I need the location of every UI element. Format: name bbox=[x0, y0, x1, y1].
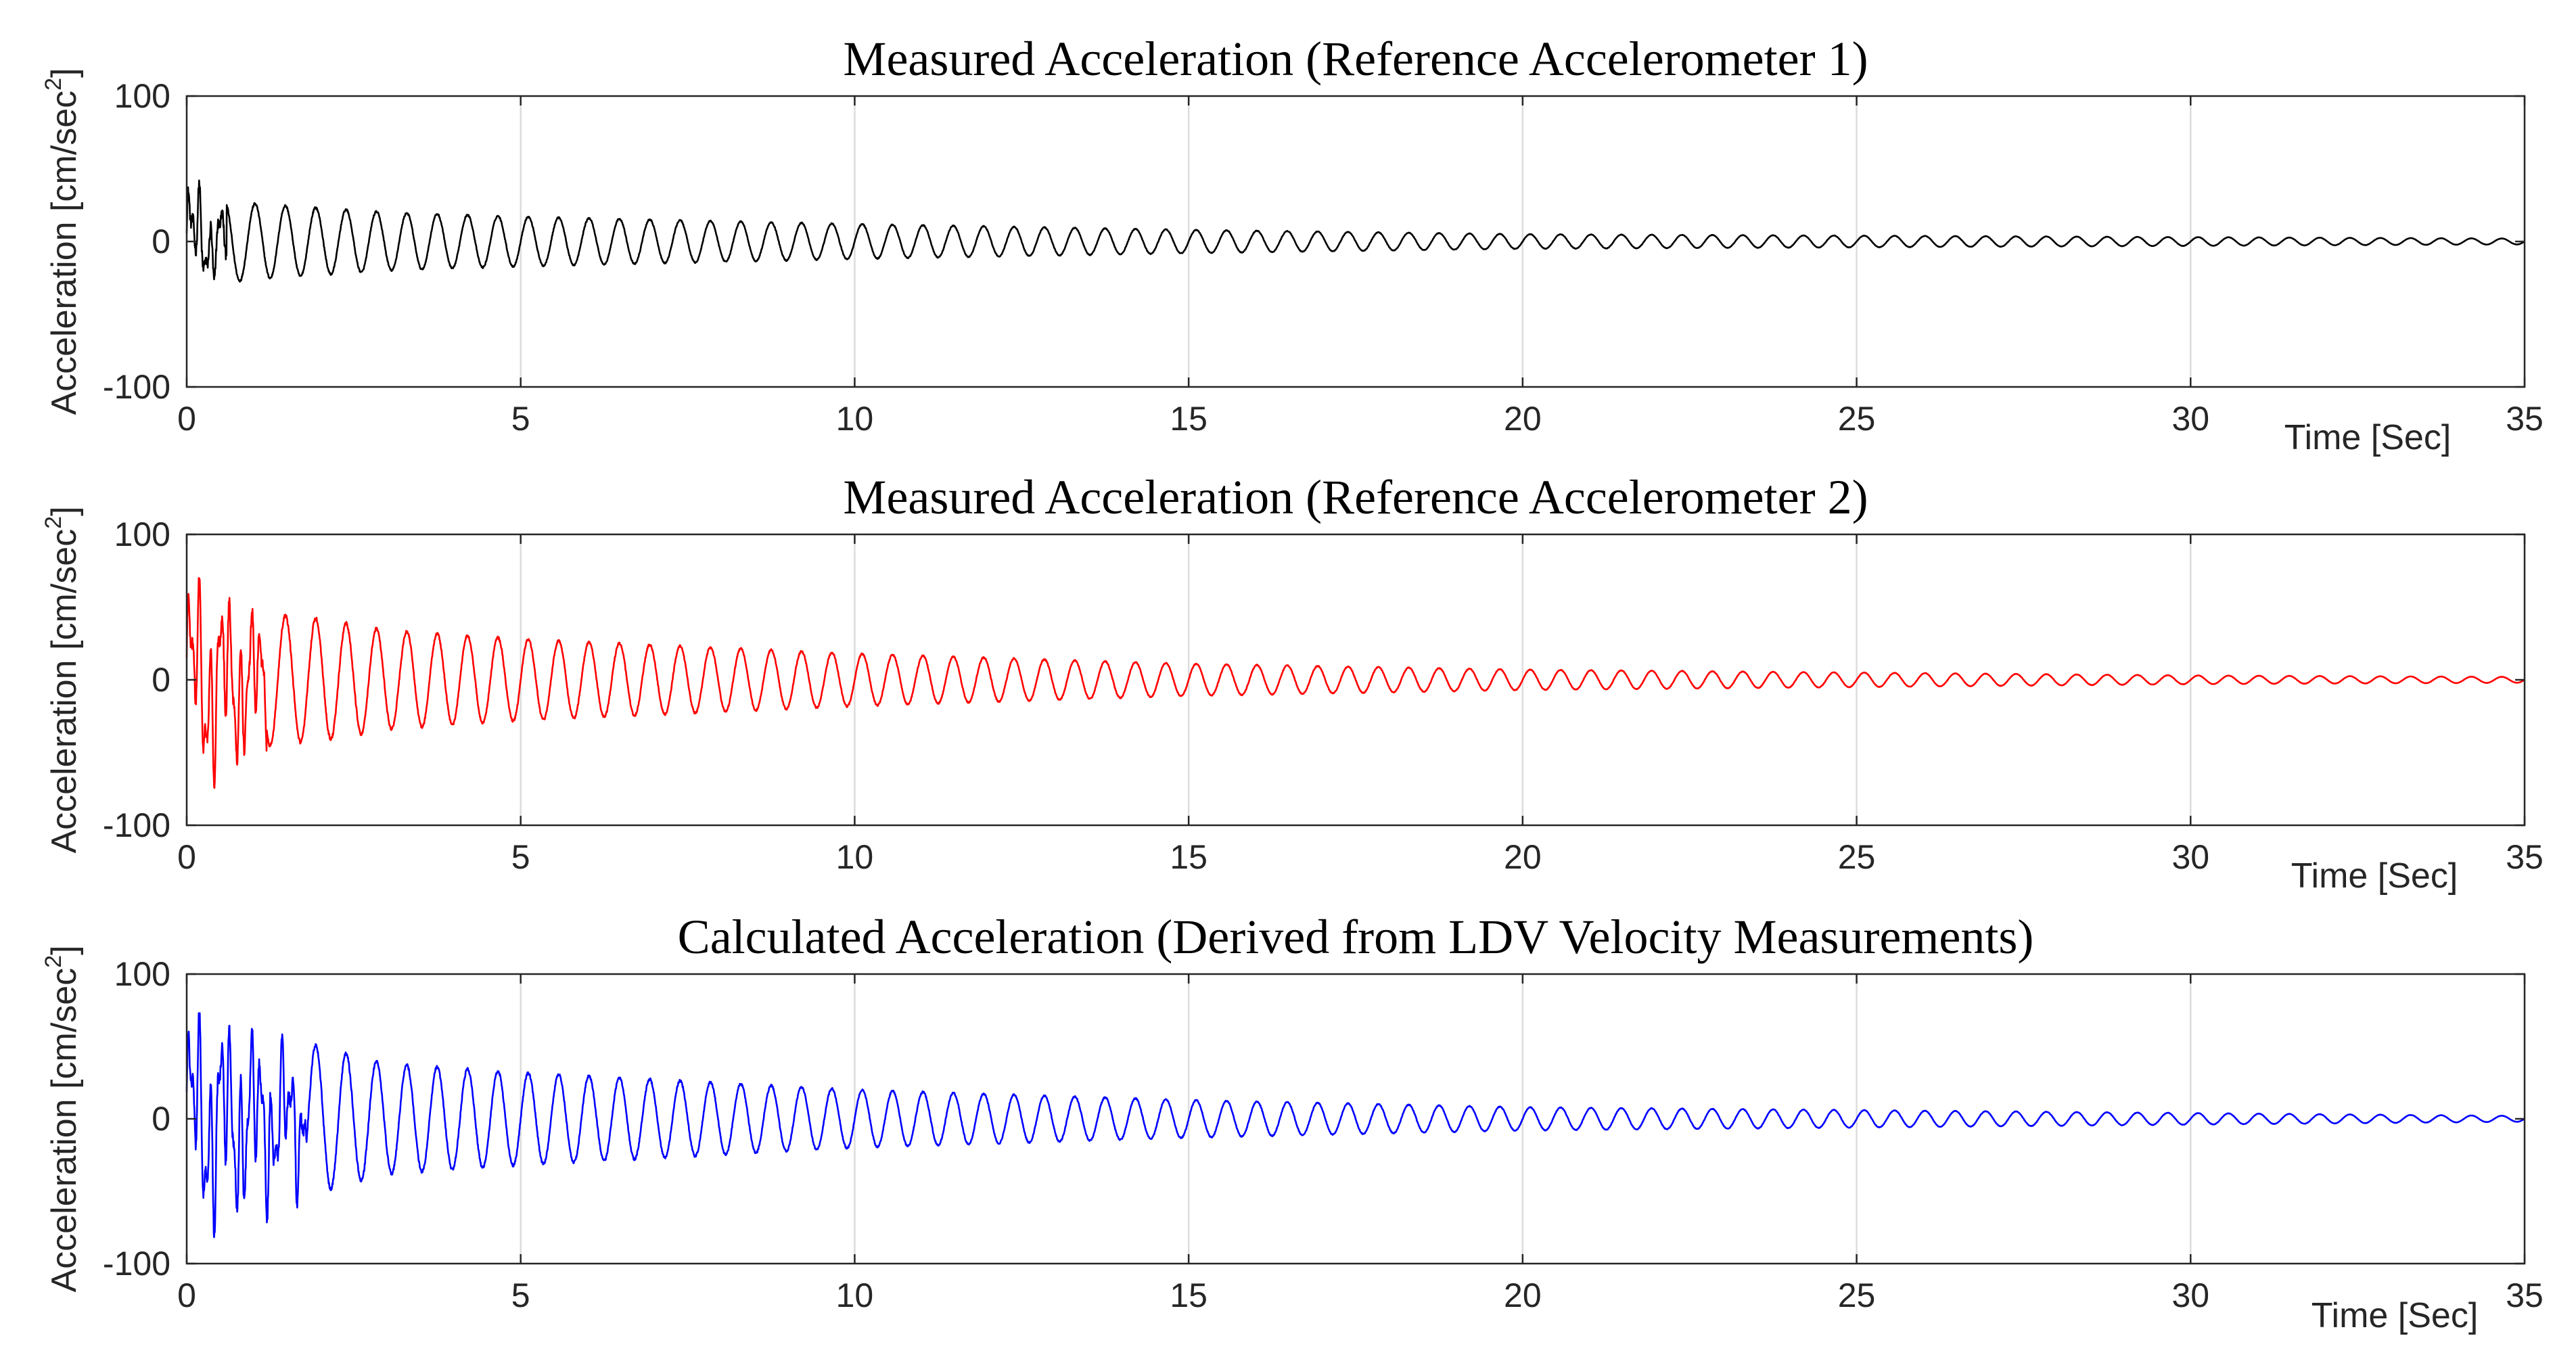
x-tick-label-20: 20 bbox=[1504, 838, 1542, 876]
x-tick-label-30: 30 bbox=[2171, 838, 2209, 876]
x-axis-label: Time [Sec] bbox=[2312, 1296, 2479, 1335]
y-axis-label-close: ] bbox=[45, 68, 84, 77]
y-axis-label: Acceleration [cm/sec2] bbox=[41, 506, 84, 853]
x-tick-label-10: 10 bbox=[836, 838, 874, 876]
y-axis-label-main: Acceleration [cm/sec bbox=[45, 529, 84, 854]
x-tick-label-25: 25 bbox=[1838, 838, 1876, 876]
x-tick-label-5: 5 bbox=[511, 838, 530, 876]
y-tick-label--100: -100 bbox=[103, 806, 170, 844]
x-tick-label-35: 35 bbox=[2506, 1276, 2544, 1314]
x-tick-label-10: 10 bbox=[836, 1276, 874, 1314]
chart-title: Calculated Acceleration (Derived from LD… bbox=[678, 910, 2034, 964]
x-tick-label-10: 10 bbox=[836, 400, 874, 438]
y-axis-label-superscript: 2 bbox=[41, 78, 66, 91]
x-tick-label-0: 0 bbox=[177, 838, 196, 876]
x-tick-label-15: 15 bbox=[1170, 400, 1208, 438]
y-axis-label-superscript: 2 bbox=[41, 516, 66, 529]
series-line-2 bbox=[185, 577, 2525, 789]
y-axis-label-main: Acceleration [cm/sec bbox=[45, 91, 84, 415]
y-tick-label-0: 0 bbox=[152, 1100, 170, 1138]
y-axis-label: Acceleration [cm/sec2] bbox=[41, 68, 84, 415]
x-tick-label-5: 5 bbox=[511, 1276, 530, 1314]
x-tick-label-35: 35 bbox=[2506, 400, 2544, 438]
y-tick-label-100: 100 bbox=[114, 77, 170, 115]
x-tick-label-30: 30 bbox=[2171, 400, 2209, 438]
y-axis-label-close: ] bbox=[45, 506, 84, 515]
y-tick-label-100: 100 bbox=[114, 515, 170, 553]
y-axis-label-close: ] bbox=[45, 945, 84, 954]
series-line-1 bbox=[185, 179, 2525, 283]
x-tick-label-15: 15 bbox=[1170, 1276, 1208, 1314]
y-axis-label-main: Acceleration [cm/sec bbox=[45, 968, 84, 1293]
x-tick-label-5: 5 bbox=[511, 400, 530, 438]
y-tick-label-0: 0 bbox=[152, 661, 170, 699]
y-tick-label--100: -100 bbox=[103, 1245, 170, 1283]
x-tick-label-25: 25 bbox=[1838, 1276, 1876, 1314]
chart-title: Measured Acceleration (Reference Acceler… bbox=[843, 32, 1868, 86]
x-tick-label-0: 0 bbox=[177, 400, 196, 438]
x-tick-label-30: 30 bbox=[2171, 1276, 2209, 1314]
y-tick-label--100: -100 bbox=[103, 368, 170, 406]
x-tick-label-35: 35 bbox=[2506, 838, 2544, 876]
y-axis-label: Acceleration [cm/sec2] bbox=[41, 945, 84, 1292]
series-line-3 bbox=[185, 1012, 2525, 1239]
x-tick-label-0: 0 bbox=[177, 1276, 196, 1314]
x-tick-label-15: 15 bbox=[1170, 838, 1208, 876]
y-tick-label-100: 100 bbox=[114, 955, 170, 993]
x-tick-label-25: 25 bbox=[1838, 400, 1876, 438]
x-tick-label-20: 20 bbox=[1504, 1276, 1542, 1314]
x-axis-label: Time [Sec] bbox=[2284, 418, 2452, 457]
x-tick-label-20: 20 bbox=[1504, 400, 1542, 438]
chart-title: Measured Acceleration (Reference Acceler… bbox=[843, 470, 1868, 524]
x-axis-label: Time [Sec] bbox=[2291, 856, 2458, 896]
y-tick-label-0: 0 bbox=[152, 223, 170, 260]
y-axis-label-superscript: 2 bbox=[41, 955, 66, 968]
